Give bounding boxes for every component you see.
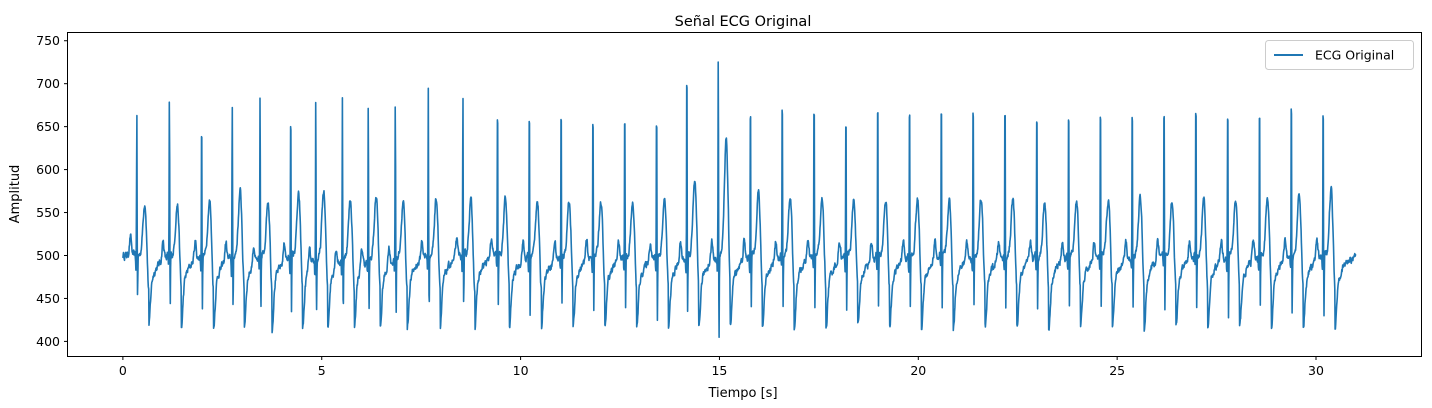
plot-frame xyxy=(67,32,1422,357)
x-tick-label: 25 xyxy=(1109,363,1125,378)
y-tick-label: 550 xyxy=(36,205,60,220)
ecg-series-line xyxy=(122,61,1357,339)
legend: ECG Original xyxy=(1265,40,1414,70)
x-tick-label: 30 xyxy=(1308,363,1324,378)
y-tick-label: 600 xyxy=(36,162,60,177)
x-tick-label: 5 xyxy=(318,363,326,378)
x-axis-label: Tiempo [s] xyxy=(707,386,777,401)
x-tick-label: 0 xyxy=(119,363,127,378)
chart-title: Señal ECG Original xyxy=(675,14,812,30)
x-tick-label: 10 xyxy=(513,363,529,378)
y-tick-label: 750 xyxy=(36,33,60,48)
y-tick-label: 450 xyxy=(36,291,60,306)
legend-label: ECG Original xyxy=(1315,48,1394,63)
x-tick-label: 15 xyxy=(711,363,727,378)
y-tick-label: 700 xyxy=(36,76,60,91)
y-axis-label: Amplitud xyxy=(8,165,23,224)
y-tick-label: 500 xyxy=(36,248,60,263)
y-tick-label: 400 xyxy=(36,334,60,349)
legend-box xyxy=(1265,40,1414,70)
y-tick-label: 650 xyxy=(36,119,60,134)
x-tick-label: 20 xyxy=(910,363,926,378)
